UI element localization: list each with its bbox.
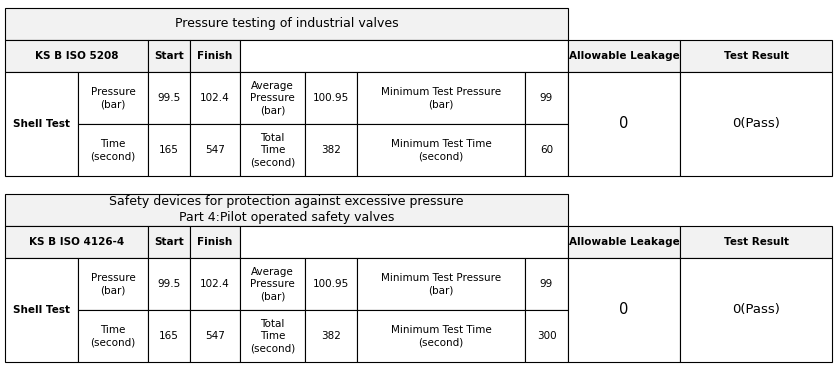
Text: 102.4: 102.4 bbox=[200, 279, 230, 289]
Text: Allowable Leakage: Allowable Leakage bbox=[568, 237, 679, 247]
Bar bbox=[148, 258, 190, 310]
Bar bbox=[78, 124, 148, 176]
Bar bbox=[568, 72, 679, 176]
Text: Allowable Leakage: Allowable Leakage bbox=[568, 51, 679, 61]
Bar bbox=[304, 72, 357, 124]
Text: 60: 60 bbox=[539, 145, 553, 155]
Text: Average
Pressure
(bar): Average Pressure (bar) bbox=[250, 267, 294, 301]
Bar bbox=[190, 226, 240, 258]
Bar bbox=[304, 310, 357, 362]
Bar bbox=[190, 258, 240, 310]
Text: 382: 382 bbox=[321, 331, 340, 341]
Text: KS B ISO 4126-4: KS B ISO 4126-4 bbox=[28, 237, 124, 247]
Bar bbox=[357, 310, 524, 362]
Text: 0: 0 bbox=[619, 303, 628, 317]
Text: Minimum Test Time
(second): Minimum Test Time (second) bbox=[390, 325, 491, 347]
Text: 547: 547 bbox=[205, 331, 225, 341]
Text: 102.4: 102.4 bbox=[200, 93, 230, 103]
Bar bbox=[148, 72, 190, 124]
Text: Pressure
(bar): Pressure (bar) bbox=[90, 273, 135, 295]
Bar bbox=[5, 226, 148, 258]
Bar bbox=[240, 258, 304, 310]
Bar bbox=[148, 40, 190, 72]
Bar bbox=[5, 258, 78, 362]
Text: Time
(second): Time (second) bbox=[90, 139, 135, 161]
Bar bbox=[148, 310, 190, 362]
Bar bbox=[5, 40, 148, 72]
Text: Finish: Finish bbox=[197, 51, 232, 61]
Bar bbox=[679, 226, 831, 258]
Text: Shell Test: Shell Test bbox=[13, 305, 70, 315]
Bar bbox=[148, 226, 190, 258]
Text: Finish: Finish bbox=[197, 237, 232, 247]
Text: 99.5: 99.5 bbox=[157, 279, 181, 289]
Bar bbox=[679, 72, 831, 176]
Text: Start: Start bbox=[154, 237, 184, 247]
Bar bbox=[524, 124, 568, 176]
Text: Total
Time
(second): Total Time (second) bbox=[250, 319, 295, 353]
Text: Shell Test: Shell Test bbox=[13, 119, 70, 129]
Bar bbox=[568, 258, 679, 362]
Text: KS B ISO 5208: KS B ISO 5208 bbox=[35, 51, 118, 61]
Bar bbox=[679, 258, 831, 362]
Bar bbox=[240, 40, 568, 72]
Bar bbox=[304, 258, 357, 310]
Text: 0(Pass): 0(Pass) bbox=[732, 118, 779, 131]
Bar bbox=[148, 124, 190, 176]
Text: Pressure testing of industrial valves: Pressure testing of industrial valves bbox=[175, 18, 398, 30]
Bar bbox=[304, 124, 357, 176]
Text: Safety devices for protection against excessive pressure
Part 4:Pilot operated s: Safety devices for protection against ex… bbox=[110, 196, 463, 224]
Bar bbox=[5, 8, 568, 40]
Bar bbox=[78, 310, 148, 362]
Text: Minimum Test Time
(second): Minimum Test Time (second) bbox=[390, 139, 491, 161]
Bar bbox=[5, 72, 78, 176]
Text: 100.95: 100.95 bbox=[313, 93, 349, 103]
Bar bbox=[190, 40, 240, 72]
Bar bbox=[524, 72, 568, 124]
Bar bbox=[357, 258, 524, 310]
Bar bbox=[190, 310, 240, 362]
Bar bbox=[240, 310, 304, 362]
Text: 100.95: 100.95 bbox=[313, 279, 349, 289]
Text: 300: 300 bbox=[536, 331, 556, 341]
Bar bbox=[190, 124, 240, 176]
Bar bbox=[568, 226, 679, 258]
Bar bbox=[357, 124, 524, 176]
Bar bbox=[357, 72, 524, 124]
Text: Minimum Test Pressure
(bar): Minimum Test Pressure (bar) bbox=[380, 87, 501, 109]
Text: 99: 99 bbox=[539, 93, 553, 103]
Text: 165: 165 bbox=[159, 145, 179, 155]
Text: Time
(second): Time (second) bbox=[90, 325, 135, 347]
Text: Minimum Test Pressure
(bar): Minimum Test Pressure (bar) bbox=[380, 273, 501, 295]
Text: 382: 382 bbox=[321, 145, 340, 155]
Bar bbox=[240, 226, 568, 258]
Bar bbox=[78, 72, 148, 124]
Bar bbox=[524, 258, 568, 310]
Bar bbox=[190, 72, 240, 124]
Bar bbox=[5, 194, 568, 226]
Text: 0: 0 bbox=[619, 117, 628, 131]
Text: 165: 165 bbox=[159, 331, 179, 341]
Text: 99.5: 99.5 bbox=[157, 93, 181, 103]
Text: Average
Pressure
(bar): Average Pressure (bar) bbox=[250, 81, 294, 115]
Bar bbox=[679, 40, 831, 72]
Text: Total
Time
(second): Total Time (second) bbox=[250, 133, 295, 167]
Bar bbox=[568, 40, 679, 72]
Text: Test Result: Test Result bbox=[722, 237, 788, 247]
Bar bbox=[78, 258, 148, 310]
Bar bbox=[524, 310, 568, 362]
Text: Test Result: Test Result bbox=[722, 51, 788, 61]
Bar bbox=[240, 124, 304, 176]
Text: 0(Pass): 0(Pass) bbox=[732, 303, 779, 316]
Text: Pressure
(bar): Pressure (bar) bbox=[90, 87, 135, 109]
Text: 547: 547 bbox=[205, 145, 225, 155]
Text: Start: Start bbox=[154, 51, 184, 61]
Text: 99: 99 bbox=[539, 279, 553, 289]
Bar bbox=[240, 72, 304, 124]
